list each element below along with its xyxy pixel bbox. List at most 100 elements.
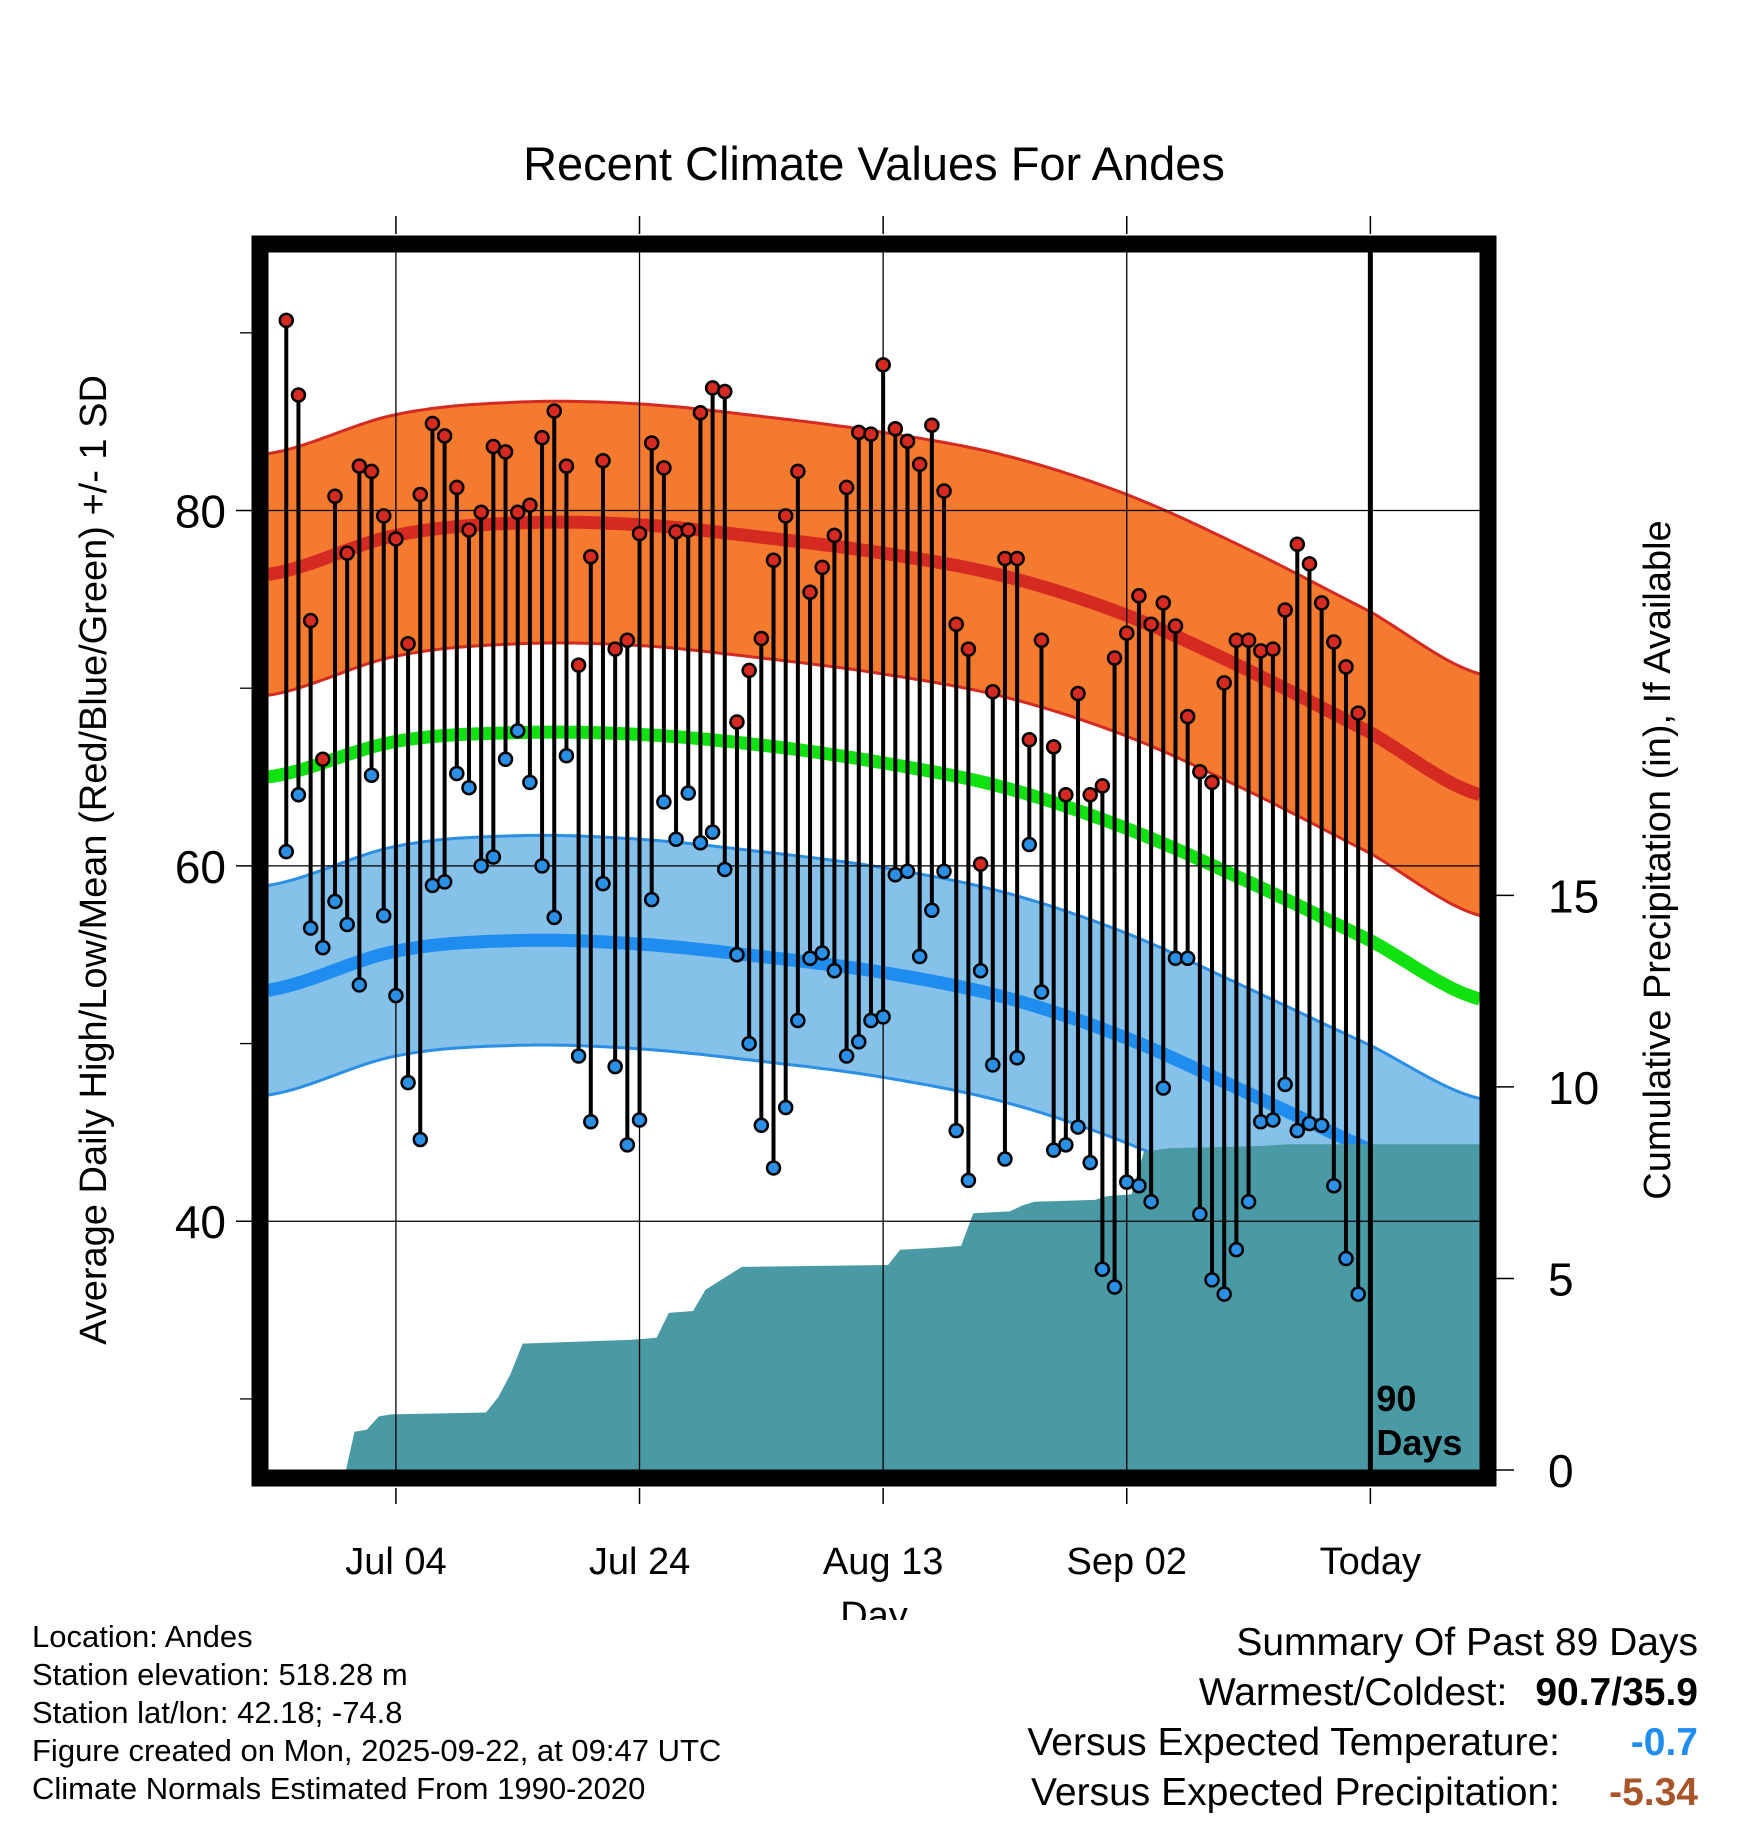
daily-high-point	[1021, 731, 1038, 748]
daily-low-point	[680, 785, 696, 801]
summary-row-warmest: Warmest/Coldest: 90.7/35.9	[1027, 1668, 1698, 1718]
cumulative-precip-area	[268, 1144, 1480, 1470]
axes: Jul 04 Jul 24 Aug 13 Sep 02 Today 40 60 80 0 5 10 1…	[175, 216, 1599, 1583]
station-info: Location: Andes Station elevation: 518.2…	[32, 1618, 721, 1808]
daily-low-point	[485, 849, 502, 865]
daily-low-point	[741, 1035, 757, 1052]
daily-low-point	[570, 1048, 587, 1064]
warmest-label: Warmest/Coldest:	[1198, 1671, 1508, 1714]
daily-low-point	[936, 863, 952, 879]
daily-low-point	[1277, 1076, 1293, 1093]
normal-low-line	[268, 933, 1480, 1210]
daily-low-point	[534, 858, 550, 874]
normals-text: Climate Normals Estimated From 1990-2020	[32, 1771, 646, 1806]
daily-high-point	[1131, 588, 1147, 604]
daily-low-point	[1045, 1142, 1062, 1158]
daily-low-point	[1058, 1137, 1074, 1153]
warmest-value: 90.7/35.9	[1535, 1671, 1698, 1714]
summary-row-temperature: Versus Expected Temperature: -0.7	[1027, 1718, 1698, 1768]
daily-high-point	[1301, 556, 1318, 572]
precip-label: Versus Expected Precipitation:	[1031, 1771, 1560, 1814]
daily-low-point	[327, 893, 343, 910]
daily-high-point	[1009, 550, 1025, 567]
daily-high-point	[583, 548, 599, 565]
daily-high-point	[668, 524, 684, 540]
precip-value: -5.34	[1609, 1771, 1698, 1814]
daily-low-point	[473, 858, 489, 874]
daily-low-point	[509, 723, 526, 739]
daily-high-point	[741, 662, 757, 679]
daily-low-point	[278, 843, 295, 860]
daily-high-point	[351, 458, 368, 474]
daily-high-point	[619, 632, 636, 648]
daily-high-point	[631, 525, 648, 542]
daily-low-point	[522, 774, 538, 791]
daily-high-point	[1106, 650, 1123, 666]
daily-high-point	[290, 387, 307, 403]
daily-low-point	[339, 916, 355, 933]
daily-high-point	[1143, 616, 1159, 632]
daily-high-point	[1192, 763, 1208, 780]
daily-low-point	[924, 902, 940, 919]
daily-low-point	[388, 987, 404, 1004]
daily-low-point	[1094, 1261, 1111, 1277]
x-tick-label: Jul 24	[589, 1541, 690, 1583]
daily-low-point	[461, 779, 477, 796]
daily-high-point	[729, 714, 745, 730]
daily-high-point	[1313, 595, 1330, 611]
daily-low-point	[302, 920, 319, 936]
daily-high-point	[1240, 632, 1257, 648]
daily-high-point	[1033, 632, 1050, 648]
x-tick-label: Jul 04	[345, 1541, 446, 1583]
daily-low-point	[1155, 1080, 1172, 1096]
daily-low-point	[668, 831, 684, 847]
daily-high-point	[972, 856, 989, 872]
daily-low-point	[717, 861, 733, 878]
summary-panel: Summary Of Past 89 Days Warmest/Coldest:…	[1027, 1618, 1698, 1818]
daily-low-point	[1240, 1193, 1257, 1210]
daily-low-point	[972, 962, 989, 979]
daily-low-point	[351, 977, 368, 993]
x-axis-label: Day	[840, 1595, 908, 1620]
daily-high-point	[424, 415, 441, 432]
daily-low-point	[375, 907, 392, 924]
daily-high-point	[765, 552, 782, 569]
daily-high-point	[1058, 787, 1074, 803]
daily-high-point	[1082, 787, 1098, 803]
daily-high-point	[522, 497, 538, 513]
daily-low-point	[1265, 1112, 1281, 1128]
daily-high-point	[1167, 618, 1184, 634]
daily-low-point	[1033, 984, 1050, 1000]
plot-frame	[251, 235, 1497, 1487]
high-sd-band	[268, 401, 1480, 916]
daily-high-point	[461, 522, 477, 538]
y-axis-right-label: Cumulative Precipitation (in), If Availa…	[1637, 520, 1679, 1199]
daily-low-point	[546, 909, 563, 926]
daily-low-point	[1228, 1241, 1245, 1258]
daily-high-point	[802, 584, 818, 601]
daily-high-point	[1179, 708, 1196, 725]
daily-high-point	[1289, 536, 1306, 553]
daily-high-point	[412, 486, 429, 503]
daily-low-point	[875, 1009, 891, 1025]
daily-high-point	[1338, 659, 1354, 675]
y-axis-left-label: Average Daily High/Low/Mean (Red/Blue/Gr…	[73, 375, 115, 1345]
precip-layer	[268, 1144, 1480, 1470]
daily-high-point	[851, 424, 867, 441]
daily-high-point	[315, 751, 331, 768]
daily-low-point	[1338, 1250, 1354, 1267]
daily-low-point	[838, 1048, 855, 1064]
daily-high-point	[278, 312, 295, 329]
temp-label: Versus Expected Temperature:	[1027, 1721, 1560, 1764]
daily-high-point	[388, 531, 404, 547]
climate-chart: Recent Climate Values For Andes 90 Days J…	[73, 137, 1679, 1620]
daily-low-point	[851, 1034, 867, 1050]
daily-high-point	[717, 383, 733, 400]
daily-low-point	[814, 945, 830, 961]
daily-low-point	[412, 1131, 429, 1148]
daily-high-point	[1216, 675, 1232, 691]
daily-high-point	[607, 641, 623, 657]
daily-high-point	[375, 508, 392, 524]
daily-high-point	[497, 444, 514, 460]
daily-high-point	[643, 435, 660, 451]
